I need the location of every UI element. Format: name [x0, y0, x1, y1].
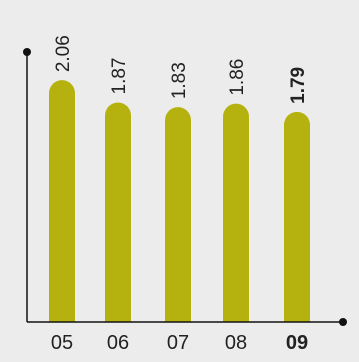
axes-layer	[23, 48, 347, 326]
value-label-05: 2.06	[53, 35, 74, 72]
y-axis-end-dot	[23, 48, 31, 56]
x-tick-label-05: 05	[51, 332, 73, 354]
data-labels-layer: 2.06 1.87 1.83 1.86 1.79	[53, 35, 309, 104]
value-label-08: 1.86	[227, 59, 248, 96]
bars-layer	[49, 80, 310, 322]
value-label-09: 1.79	[288, 67, 309, 104]
x-axis-end-dot	[339, 318, 347, 326]
x-tick-label-09: 09	[286, 332, 308, 354]
bar-05	[49, 80, 75, 322]
x-tick-label-06: 06	[107, 332, 129, 354]
bar-08	[223, 103, 249, 322]
value-label-06: 1.87	[109, 57, 130, 94]
bar-09	[284, 111, 310, 322]
bar-07	[165, 107, 191, 322]
value-label-07: 1.83	[169, 62, 190, 99]
x-tick-label-07: 07	[167, 332, 189, 354]
x-tick-label-08: 08	[225, 332, 247, 354]
bar-06	[105, 102, 131, 322]
x-tick-labels-layer: 05 06 07 08 09	[51, 332, 308, 354]
